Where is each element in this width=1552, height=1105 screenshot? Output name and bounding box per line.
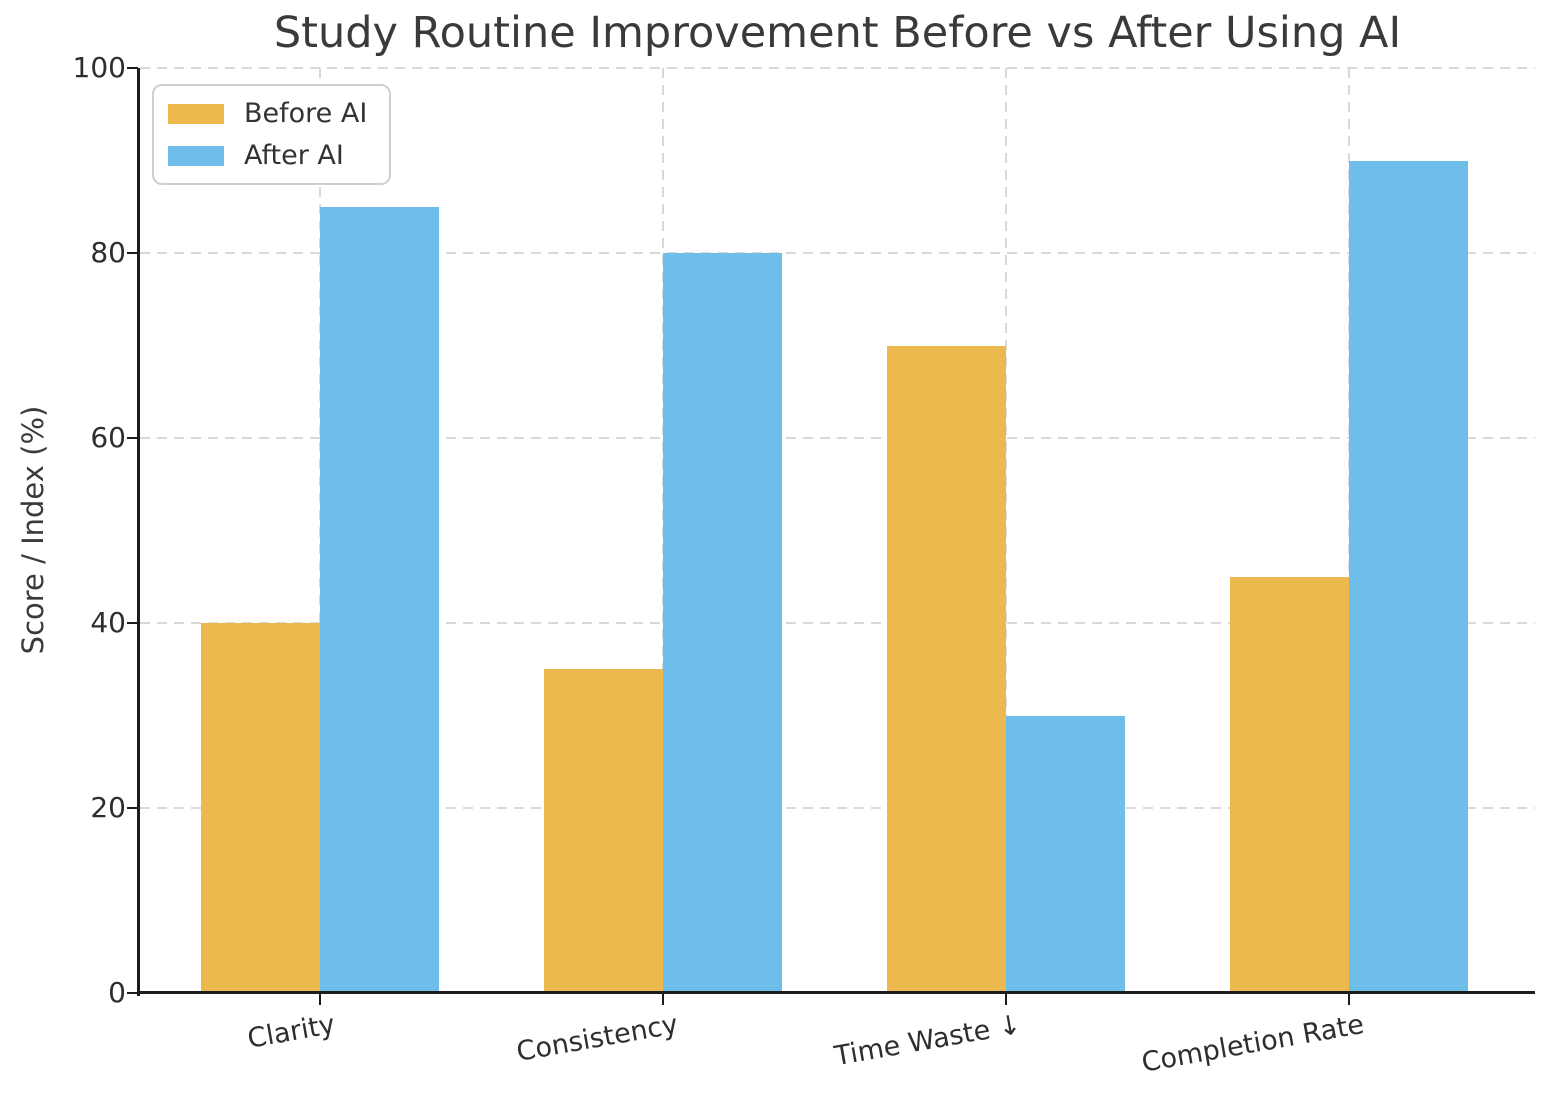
legend-swatch-after-ai xyxy=(168,145,224,166)
y-tick-label-80: 80 xyxy=(90,236,126,269)
y-tick-mark-40 xyxy=(127,622,138,624)
y-tick-mark-0 xyxy=(127,992,138,994)
y-tick-mark-20 xyxy=(127,807,138,809)
x-tick-mark-consistency xyxy=(662,994,664,1005)
legend: Before AI After AI xyxy=(152,84,392,185)
y-tick-label-60: 60 xyxy=(90,421,126,454)
gridline-y-80 xyxy=(140,252,1535,254)
gridline-y-60 xyxy=(140,437,1535,439)
bar-before-ai-completion-rate xyxy=(1230,576,1349,993)
x-tick-label-completion-rate: Completion Rate xyxy=(1139,1009,1367,1079)
legend-item-after-ai: After AI xyxy=(168,140,367,171)
legend-label-after-ai: After AI xyxy=(244,140,344,171)
bar-before-ai-consistency xyxy=(544,669,663,993)
x-tick-mark-completion-rate xyxy=(1348,994,1350,1005)
gridline-y-100 xyxy=(140,67,1535,69)
bar-after-ai-clarity xyxy=(320,206,439,993)
y-tick-mark-80 xyxy=(127,252,138,254)
y-axis-spine xyxy=(137,68,140,996)
x-tick-mark-clarity xyxy=(319,994,321,1005)
x-tick-label-time-waste: Time Waste ↓ xyxy=(832,1009,1024,1073)
y-tick-label-100: 100 xyxy=(72,51,126,84)
bar-after-ai-consistency xyxy=(663,253,782,993)
y-tick-label-40: 40 xyxy=(90,606,126,639)
legend-label-before-ai: Before AI xyxy=(244,98,368,129)
bar-before-ai-clarity xyxy=(201,623,320,993)
plot-area xyxy=(140,67,1535,993)
bar-after-ai-time-waste xyxy=(1006,715,1125,993)
chart-title: Study Routine Improvement Before vs Afte… xyxy=(273,8,1402,58)
x-axis-spine xyxy=(137,991,1535,994)
x-tick-mark-time-waste xyxy=(1005,994,1007,1005)
y-tick-mark-60 xyxy=(127,437,138,439)
x-tick-label-consistency: Consistency xyxy=(514,1009,681,1068)
bar-before-ai-time-waste xyxy=(887,345,1006,993)
legend-swatch-before-ai xyxy=(168,103,224,124)
gridline-x-time-waste xyxy=(1005,68,1007,993)
y-tick-label-20: 20 xyxy=(90,791,126,824)
y-tick-mark-100 xyxy=(127,67,138,69)
gridline-y-40 xyxy=(140,622,1535,624)
x-tick-label-clarity: Clarity xyxy=(245,1009,338,1055)
y-tick-label-0: 0 xyxy=(108,976,126,1009)
bar-after-ai-completion-rate xyxy=(1349,160,1468,993)
gridline-y-20 xyxy=(140,807,1535,809)
legend-item-before-ai: Before AI xyxy=(168,98,367,129)
